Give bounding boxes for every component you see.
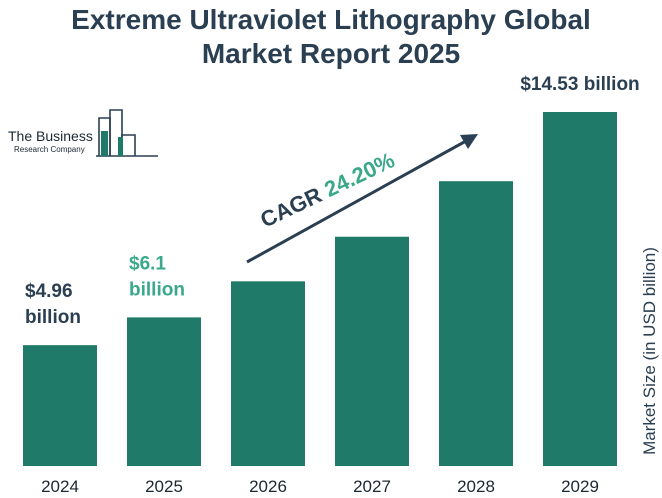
bars-group xyxy=(23,112,617,466)
company-logo: The Business Research Company xyxy=(8,109,158,157)
data-label-2025: billion xyxy=(129,279,185,300)
x-tick-label-2029: 2029 xyxy=(561,477,599,496)
chart-title-line-1: Extreme Ultraviolet Lithography Global xyxy=(71,4,591,35)
y-axis-label: Market Size (in USD billion) xyxy=(640,247,659,455)
x-tick-label-2025: 2025 xyxy=(145,477,183,496)
bar-2026 xyxy=(231,281,305,466)
data-label-2029: $14.53 billion xyxy=(520,74,639,95)
data-label-2024: $4.96 xyxy=(25,281,73,302)
logo-name: The Business xyxy=(8,128,93,144)
x-tick-labels: 2024 2025 2026 2027 2028 2029 xyxy=(41,477,599,496)
bar-2024 xyxy=(23,345,97,466)
bar-2028 xyxy=(439,181,513,466)
x-tick-label-2027: 2027 xyxy=(353,477,391,496)
x-tick-label-2028: 2028 xyxy=(457,477,495,496)
x-tick-label-2026: 2026 xyxy=(249,477,287,496)
data-label-2024: billion xyxy=(25,307,81,328)
bar-2029 xyxy=(543,112,617,466)
bar-2025 xyxy=(127,317,201,466)
cagr-arrow-icon xyxy=(246,134,478,264)
logo-accent-bar xyxy=(118,137,123,156)
logo-accent-bar xyxy=(101,131,108,156)
x-tick-label-2024: 2024 xyxy=(41,477,79,496)
chart-title-line-2: Market Report 2025 xyxy=(202,38,460,69)
data-label-2025: $6.1 xyxy=(129,253,166,274)
logo-subname: Research Company xyxy=(14,145,85,154)
bar-2027 xyxy=(335,236,409,466)
data-labels: $4.96 billion $6.1 billion $14.53 billion xyxy=(25,74,640,328)
cagr-prefix: CAGR xyxy=(256,179,331,232)
cagr-value: 24.20% xyxy=(320,147,398,202)
